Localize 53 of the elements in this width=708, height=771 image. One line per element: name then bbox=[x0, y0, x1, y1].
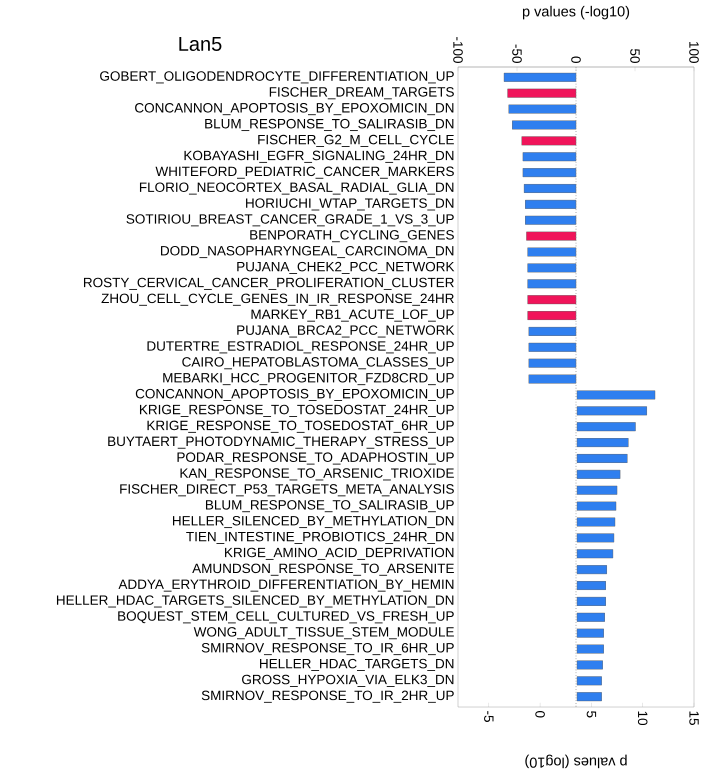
y-tick-label: GROSS_HYPOXIA_VIA_ELK3_DN bbox=[242, 674, 454, 687]
y-tick-label: HORIUCHI_WTAP_TARGETS_DN bbox=[246, 198, 454, 210]
y-tick-label: BLUM_RESPONSE_TO_SALIRASIB_UP bbox=[206, 500, 454, 512]
y-tick-label: BLUM_RESPONSE_TO_SALIRASIB_DN bbox=[205, 118, 454, 132]
x-tick-label: 5 bbox=[586, 711, 596, 718]
x-axis-title: p values (log10) bbox=[525, 754, 627, 768]
y-tick-label: ROSTY_CERVICAL_CANCER_PROLIFERATION_CLUSTER bbox=[84, 278, 454, 290]
x-tick-label: 10 bbox=[638, 712, 648, 726]
y-tick-label: DUTERTRE_ESTRADIOL_RESPONSE_24HR_UP bbox=[147, 341, 454, 354]
y-tick-label: SMIRNOV_RESPONSE_TO_IR_2HR_UP bbox=[202, 690, 454, 703]
y-tick-label: FISCHER_G2_M_CELL_CYCLE bbox=[258, 134, 454, 147]
y-tick-label: CAIRO_HEPATOBLASTOMA_CLASSES_UP bbox=[182, 357, 454, 370]
y-tick-label: SMIRNOV_RESPONSE_TO_IR_6HR_UP bbox=[202, 642, 454, 656]
y-tick-label: PODAR_RESPONSE_TO_ADAPHOSTIN_UP bbox=[178, 452, 454, 465]
x2-tick-label: -50 bbox=[512, 44, 522, 63]
x-tick-label: 15 bbox=[689, 712, 699, 725]
x2-tick-label: -100 bbox=[453, 37, 463, 63]
y-tick-label: FLORIO_NEOCORTEX_BASAL_RADIAL_GLIA_DN bbox=[140, 182, 454, 195]
y-tick-label: CONCANNON_APOPTOSIS_BY_EPOXOMICIN_DN bbox=[135, 103, 454, 116]
y-tick-label: BENPORATH_CYCLING_GENES bbox=[250, 230, 454, 242]
y-tick-label: AMUNDSON_RESPONSE_TO_ARSENITE bbox=[192, 564, 454, 576]
x2-tick-label: 50 bbox=[630, 49, 640, 63]
y-tick-label: ZHOU_CELL_CYCLE_GENES_IN_IR_RESPONSE_24HR bbox=[102, 294, 454, 306]
y-tick-label: SOTIRIOU_BREAST_CANCER_GRADE_1_VS_3_UP bbox=[126, 214, 454, 226]
y-tick-label: FISCHER_DREAM_TARGETS bbox=[270, 87, 454, 100]
y-tick-label: MEBARKI_HCC_PROGENITOR_FZD8CRD_UP bbox=[163, 373, 454, 386]
y-tick-label: BOQUEST_STEM_CELL_CULTURED_VS_FRESH_UP bbox=[118, 611, 454, 624]
y-tick-label: KOBAYASHI_EGFR_SIGNALING_24HR_DN bbox=[184, 150, 454, 163]
x-tick-label: -5 bbox=[484, 711, 494, 722]
y-tick-label: KRIGE_RESPONSE_TO_TOSEDOSTAT_6HR_UP bbox=[147, 420, 454, 433]
y-tick-label: KRIGE_RESPONSE_TO_TOSEDOSTAT_24HR_UP bbox=[140, 404, 454, 417]
x2-tick-label: 0 bbox=[571, 56, 581, 63]
y-tick-label: HELLER_SILENCED_BY_METHYLATION_DN bbox=[172, 516, 454, 528]
text: Lan5 bbox=[179, 37, 222, 51]
y-tick-label: CONCANNON_APOPTOSIS_BY_EPOXOMICIN_UP bbox=[136, 388, 454, 402]
x2-tick-label: 100 bbox=[689, 42, 699, 63]
y-tick-label: HELLER_HDAC_TARGETS_DN bbox=[260, 658, 454, 671]
y-tick-label: KRIGE_AMINO_ACID_DEPRIVATION bbox=[225, 548, 454, 560]
x2-axis-title: p values (-log10) bbox=[522, 6, 630, 20]
y-tick-label: ADDYA_ERYTHROID_DIFFERENTIATION_BY_HEMIN bbox=[118, 579, 454, 592]
y-tick-label: WONG_ADULT_TISSUE_STEM_MODULE bbox=[194, 627, 454, 640]
y-tick-label: GOBERT_OLIGODENDROCYTE_DIFFERENTIATION_UP bbox=[100, 71, 454, 84]
y-tick-label: PUJANA_CHEK2_PCC_NETWORK bbox=[237, 262, 454, 274]
y-tick-label: HELLER_HDAC_TARGETS_SILENCED_BY_METHYLATION_DN bbox=[56, 595, 454, 608]
y-tick-label: DODD_NASOPHARYNGEAL_CARCINOMA_DN bbox=[161, 246, 454, 258]
y-tick-label: KAN_RESPONSE_TO_ARSENIC_TRIOXIDE bbox=[180, 468, 454, 480]
y-tick-label: FISCHER_DIRECT_P53_TARGETS_META_ANALYSIS bbox=[120, 484, 454, 496]
y-tick-label: BUYTAERT_PHOTODYNAMIC_THERAPY_STRESS_UP bbox=[108, 436, 454, 449]
y-tick-label: PUJANA_BRCA2_PCC_NETWORK bbox=[237, 325, 454, 338]
y-tick-label: MARKEY_RB1_ACUTE_LOF_UP bbox=[252, 309, 454, 322]
y-tick-label: WHITEFORD_PEDIATRIC_CANCER_MARKERS bbox=[156, 166, 454, 179]
x-tick-label: 0 bbox=[535, 711, 545, 718]
y-tick-label: TIEN_INTESTINE_PROBIOTICS_24HR_DN bbox=[186, 532, 454, 544]
